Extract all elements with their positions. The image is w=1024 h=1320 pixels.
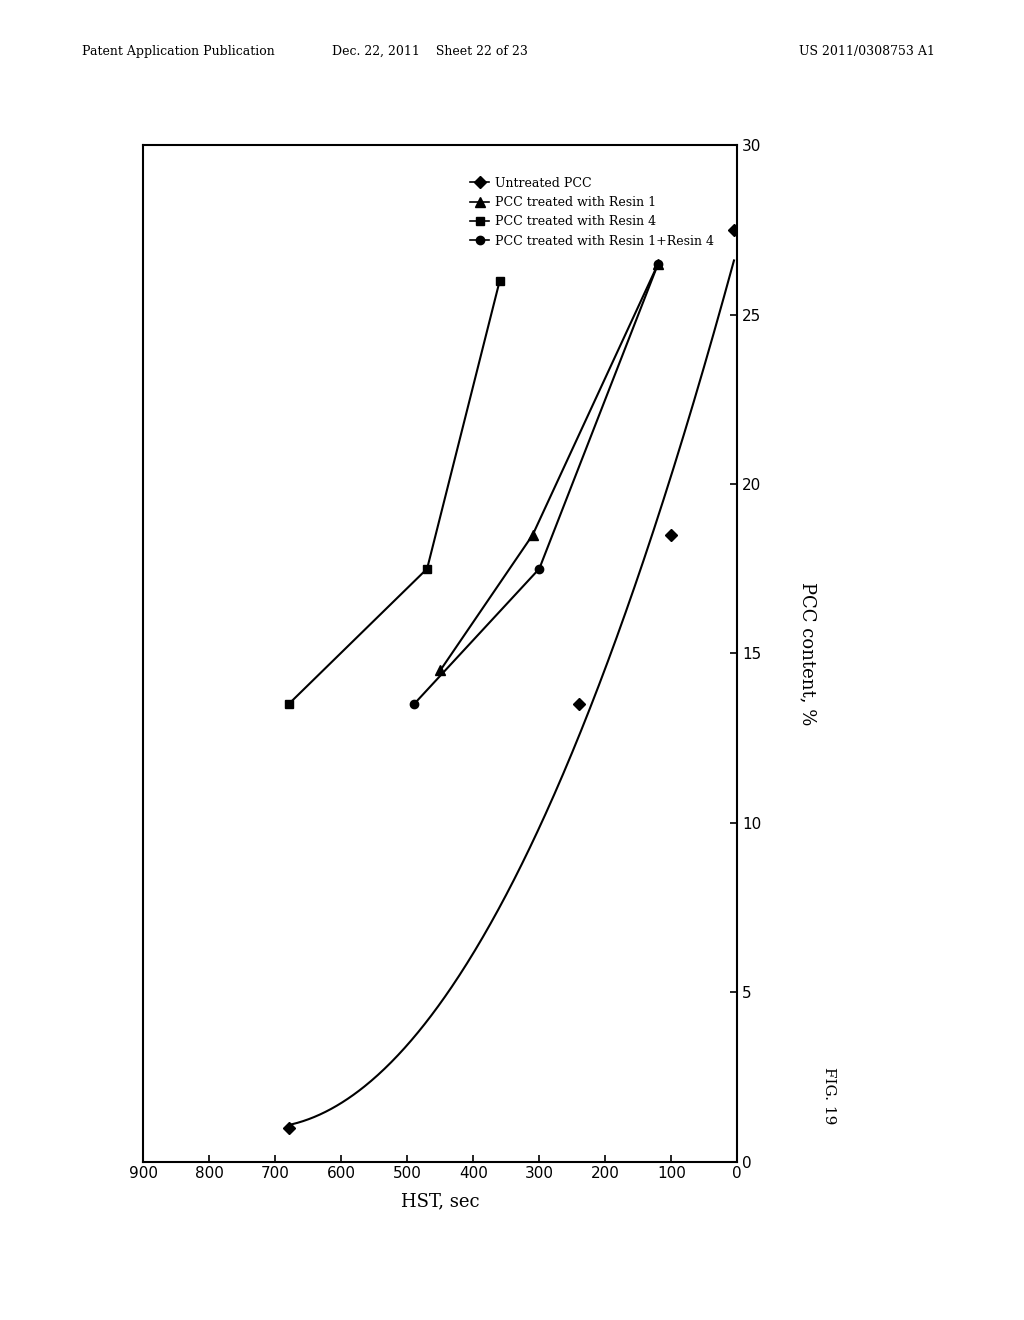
Text: US 2011/0308753 A1: US 2011/0308753 A1 (799, 45, 935, 58)
Legend: Untreated PCC, PCC treated with Resin 1, PCC treated with Resin 4, PCC treated w: Untreated PCC, PCC treated with Resin 1,… (465, 172, 719, 252)
Text: Patent Application Publication: Patent Application Publication (82, 45, 274, 58)
Text: FIG. 19: FIG. 19 (822, 1067, 837, 1125)
Text: Dec. 22, 2011    Sheet 22 of 23: Dec. 22, 2011 Sheet 22 of 23 (332, 45, 528, 58)
Y-axis label: PCC content, %: PCC content, % (799, 582, 817, 725)
X-axis label: HST, sec: HST, sec (401, 1192, 479, 1210)
